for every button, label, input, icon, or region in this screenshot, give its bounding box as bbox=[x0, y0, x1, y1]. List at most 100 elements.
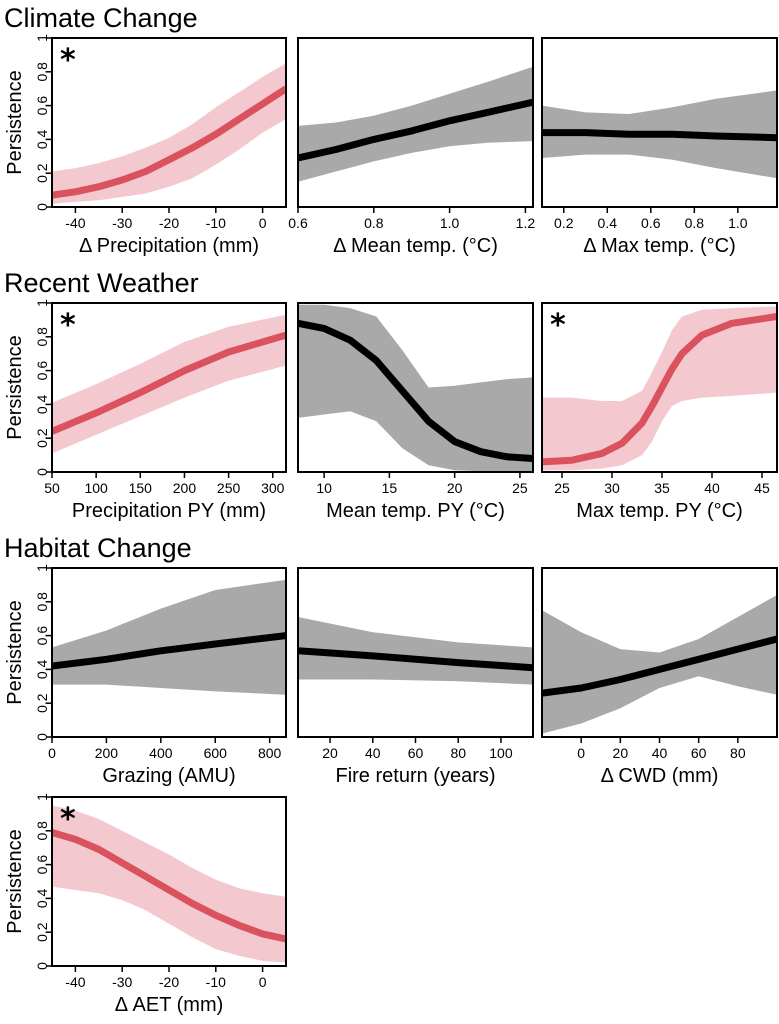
chart-panel: 0 200 400 600 800 0 0.2 0.4 0.6 0.8 1 Grazing (AMU)… bbox=[4, 564, 287, 787]
x-axis-title: Δ CWD (mm) bbox=[601, 765, 719, 787]
x-tick-label: 80 bbox=[450, 745, 466, 761]
x-tick-label: -30 bbox=[112, 215, 132, 231]
confidence-band bbox=[52, 579, 286, 695]
x-tick-label: 15 bbox=[382, 480, 398, 496]
fit-line bbox=[542, 313, 777, 466]
chart-panel: 0.6 0.8 1.0 1.2 Δ Mean temp. (°C) bbox=[288, 37, 536, 257]
x-tick-label: 100 bbox=[489, 745, 513, 761]
panels: -40 -30 -20 -10 0 0 0.2 0.4 0.6 0.8 1 Δ Precipitati… bbox=[4, 34, 778, 1016]
y-tick-label: 0 bbox=[34, 962, 50, 970]
confidence-band bbox=[298, 66, 533, 182]
y-tick-label: 0 bbox=[34, 203, 50, 211]
y-axis-title: Persistence bbox=[4, 70, 26, 175]
x-tick-label: 30 bbox=[604, 480, 620, 496]
x-tick-label: 1.0 bbox=[728, 215, 748, 231]
y-tick-label: 0.2 bbox=[34, 428, 50, 448]
section-title-recent-weather: Recent Weather bbox=[4, 268, 199, 298]
plot-frame bbox=[51, 567, 287, 738]
y-tick-label: 1 bbox=[34, 793, 50, 801]
plot-frame bbox=[541, 37, 778, 208]
y-axis-title: Persistence bbox=[4, 600, 26, 705]
x-tick-label: -30 bbox=[112, 974, 132, 990]
plot-frame bbox=[297, 302, 534, 473]
x-tick-label: 300 bbox=[261, 480, 285, 496]
chart-panel: 0 20 40 60 80 Δ CWD (mm) bbox=[541, 567, 778, 787]
x-tick-label: 40 bbox=[704, 480, 720, 496]
x-tick-label: 25 bbox=[554, 480, 570, 496]
x-tick-label: 200 bbox=[95, 745, 119, 761]
x-axis-title: Δ Precipitation (mm) bbox=[79, 235, 259, 257]
y-axis-title: Persistence bbox=[4, 829, 26, 934]
y-tick-label: 0.4 bbox=[34, 659, 50, 679]
fit-line bbox=[298, 98, 533, 162]
fit-line bbox=[542, 635, 777, 697]
y-tick-label: 0.2 bbox=[34, 922, 50, 942]
y-tick-label: 0.4 bbox=[34, 394, 50, 414]
chart-panel: 0.2 0.4 0.6 0.8 1.0 Δ Max temp. (°C) bbox=[541, 37, 778, 257]
significance-asterisk: * bbox=[60, 308, 76, 343]
fit-line bbox=[52, 632, 286, 670]
y-tick-label: 0.4 bbox=[34, 888, 50, 908]
x-tick-label: 200 bbox=[173, 480, 197, 496]
x-tick-label: -20 bbox=[159, 974, 179, 990]
x-tick-label: 45 bbox=[754, 480, 770, 496]
x-tick-label: 80 bbox=[730, 745, 746, 761]
x-tick-label: 40 bbox=[652, 745, 668, 761]
x-tick-label: 1.2 bbox=[516, 215, 536, 231]
x-axis-title: Mean temp. PY (°C) bbox=[326, 500, 505, 522]
x-axis-title: Δ AET (mm) bbox=[115, 994, 224, 1016]
significance-asterisk: * bbox=[550, 308, 566, 343]
plot-frame bbox=[297, 37, 534, 208]
x-tick-label: 35 bbox=[654, 480, 670, 496]
x-axis-title: Fire return (years) bbox=[335, 765, 495, 787]
y-tick-label: 0.6 bbox=[34, 626, 50, 646]
confidence-band bbox=[52, 314, 286, 454]
x-tick-label: 20 bbox=[322, 745, 338, 761]
x-tick-label: 20 bbox=[613, 745, 629, 761]
x-tick-label: 0.2 bbox=[554, 215, 574, 231]
x-tick-label: 150 bbox=[129, 480, 153, 496]
x-tick-label: 0.4 bbox=[598, 215, 618, 231]
fit-line bbox=[298, 647, 533, 672]
x-tick-label: 400 bbox=[149, 745, 173, 761]
y-tick-label: 0.8 bbox=[34, 62, 50, 82]
confidence-band bbox=[298, 617, 533, 685]
y-tick-label: 1 bbox=[34, 299, 50, 307]
x-tick-label: -20 bbox=[159, 215, 179, 231]
fit-line bbox=[52, 85, 286, 199]
chart-panel: 50 100 150 200 250 300 0 0.2 0.4 0.6 0.8 1 Precipita… bbox=[4, 299, 287, 522]
x-axis-title: Δ Max temp. (°C) bbox=[583, 235, 736, 257]
chart-panel: 25 30 35 40 45 Max temp. PY (°C) * bbox=[541, 302, 778, 522]
x-tick-label: 25 bbox=[512, 480, 528, 496]
significance-asterisk: * bbox=[60, 43, 76, 78]
section-title-climate-change: Climate Change bbox=[4, 3, 198, 33]
x-axis-title: Grazing (AMU) bbox=[102, 765, 235, 787]
y-axis-title: Persistence bbox=[4, 335, 26, 440]
y-tick-label: 1 bbox=[34, 34, 50, 42]
x-tick-label: -40 bbox=[65, 215, 85, 231]
y-tick-label: 0 bbox=[34, 468, 50, 476]
confidence-band bbox=[52, 63, 286, 204]
plot-frame bbox=[541, 302, 778, 473]
x-tick-label: 800 bbox=[258, 745, 282, 761]
plot-frame bbox=[51, 302, 287, 473]
y-tick-label: 0.2 bbox=[34, 693, 50, 713]
fit-line bbox=[52, 829, 286, 943]
x-axis-title: Max temp. PY (°C) bbox=[576, 500, 743, 522]
x-tick-label: 10 bbox=[316, 480, 332, 496]
chart-panel: 10 15 20 25 Mean temp. PY (°C) bbox=[297, 302, 534, 522]
y-tick-label: 1 bbox=[34, 564, 50, 572]
x-tick-label: 0 bbox=[48, 745, 56, 761]
significance-asterisk: * bbox=[60, 802, 76, 837]
x-tick-label: -10 bbox=[206, 974, 226, 990]
x-axis-title: Δ Mean temp. (°C) bbox=[333, 235, 498, 257]
x-axis-title: Precipitation PY (mm) bbox=[72, 500, 266, 522]
x-tick-label: 0 bbox=[577, 745, 585, 761]
x-tick-label: 60 bbox=[691, 745, 707, 761]
y-tick-label: 0.6 bbox=[34, 96, 50, 116]
y-tick-label: 0.4 bbox=[34, 129, 50, 149]
y-tick-label: 0.8 bbox=[34, 592, 50, 612]
fit-line bbox=[52, 331, 286, 435]
x-tick-label: 60 bbox=[408, 745, 424, 761]
